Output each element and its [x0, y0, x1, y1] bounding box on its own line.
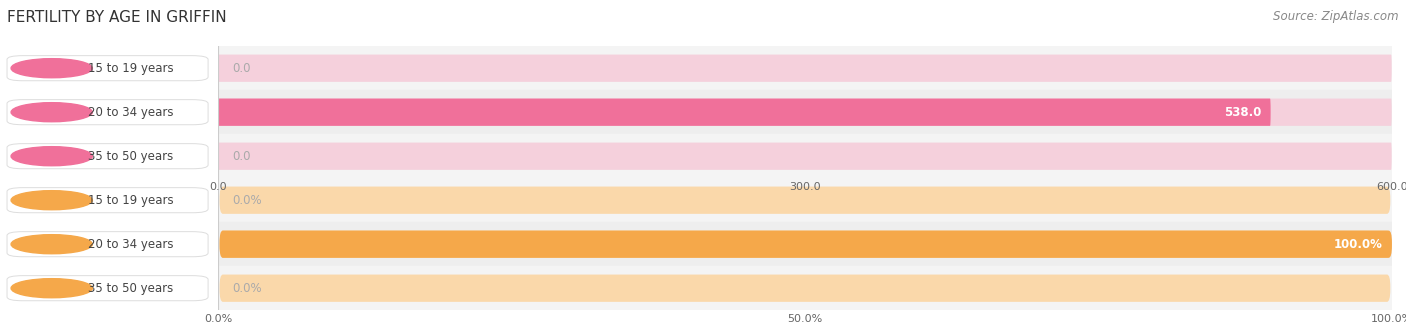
Text: 538.0: 538.0	[1223, 106, 1261, 119]
Bar	[218, 90, 1392, 134]
FancyBboxPatch shape	[218, 99, 1392, 126]
Text: 100.0%: 100.0%	[1371, 314, 1406, 323]
Text: 15 to 19 years: 15 to 19 years	[89, 194, 174, 207]
Bar	[218, 46, 1392, 90]
FancyBboxPatch shape	[219, 275, 1391, 302]
FancyBboxPatch shape	[218, 143, 1392, 170]
Text: 35 to 50 years: 35 to 50 years	[89, 282, 173, 295]
Text: 0.0: 0.0	[232, 62, 250, 75]
Text: 0.0: 0.0	[209, 182, 226, 191]
Bar	[218, 178, 1392, 222]
Text: 20 to 34 years: 20 to 34 years	[89, 238, 174, 251]
Text: 15 to 19 years: 15 to 19 years	[89, 62, 174, 75]
FancyBboxPatch shape	[218, 54, 1392, 82]
Text: 0.0%: 0.0%	[232, 194, 262, 207]
Bar	[218, 134, 1392, 178]
Text: 50.0%: 50.0%	[787, 314, 823, 323]
Text: 0.0%: 0.0%	[204, 314, 232, 323]
Bar	[218, 222, 1392, 266]
Text: 0.0%: 0.0%	[232, 282, 262, 295]
Text: 0.0: 0.0	[232, 150, 250, 163]
Text: 100.0%: 100.0%	[1334, 238, 1382, 251]
Text: Source: ZipAtlas.com: Source: ZipAtlas.com	[1274, 10, 1399, 23]
Text: 600.0: 600.0	[1376, 182, 1406, 191]
Text: 300.0: 300.0	[789, 182, 821, 191]
Text: 35 to 50 years: 35 to 50 years	[89, 150, 173, 163]
FancyBboxPatch shape	[219, 186, 1391, 214]
FancyBboxPatch shape	[219, 231, 1391, 258]
FancyBboxPatch shape	[218, 99, 1271, 126]
Bar	[218, 266, 1392, 310]
Text: FERTILITY BY AGE IN GRIFFIN: FERTILITY BY AGE IN GRIFFIN	[7, 10, 226, 25]
Text: 20 to 34 years: 20 to 34 years	[89, 106, 174, 119]
FancyBboxPatch shape	[219, 231, 1392, 258]
